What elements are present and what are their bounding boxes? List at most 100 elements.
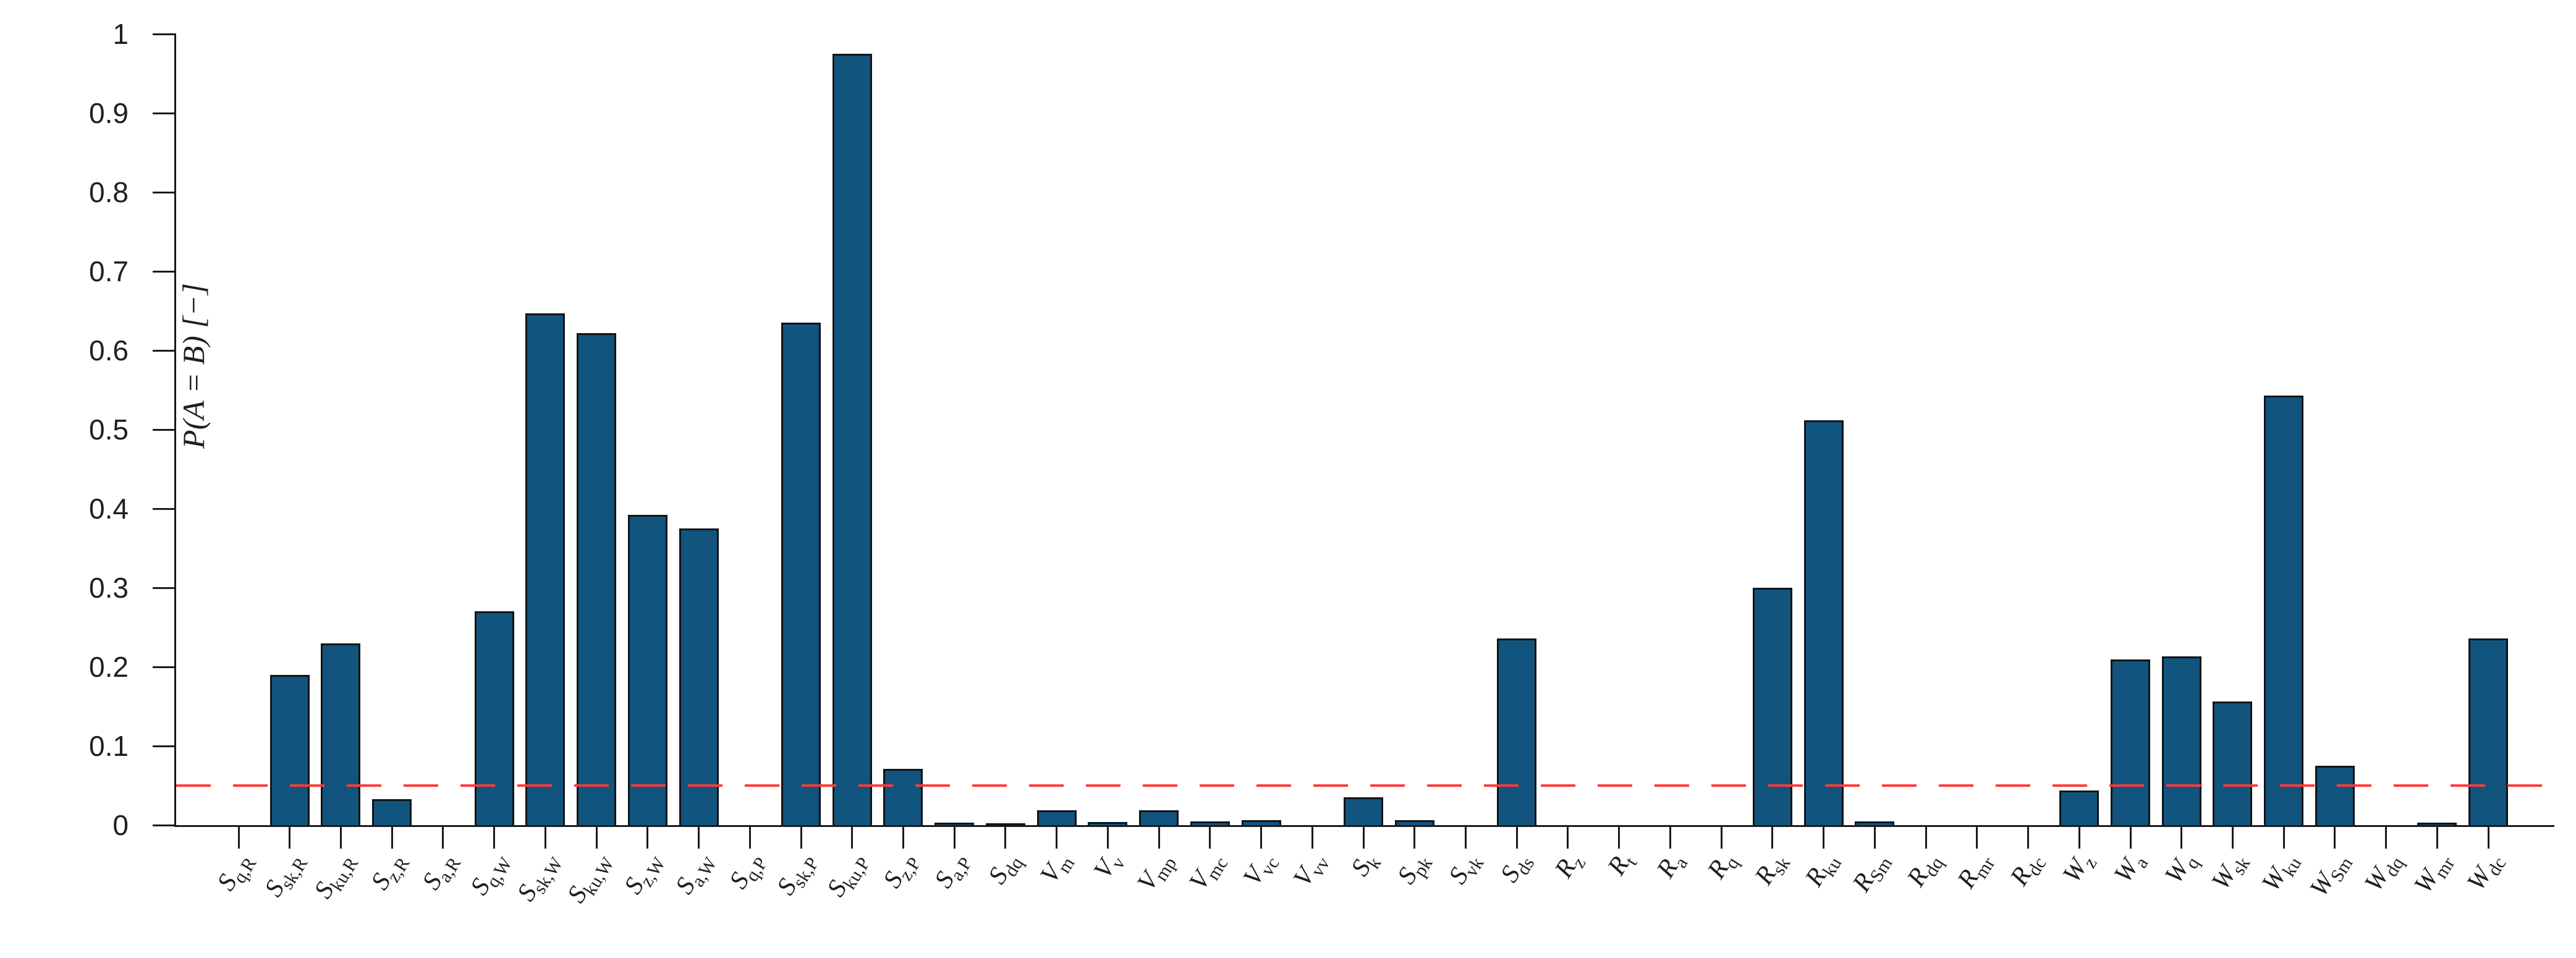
x-tick (698, 825, 700, 849)
x-tick (2078, 825, 2080, 849)
y-tick-label: 0.5 (89, 413, 129, 446)
bar (883, 769, 923, 825)
bar (679, 528, 719, 825)
x-tick (2334, 825, 2336, 849)
y-tick (153, 587, 176, 589)
x-tick (339, 825, 342, 849)
y-tick (153, 666, 176, 668)
x-tick (1260, 825, 1263, 849)
bar (1241, 820, 1281, 825)
x-tick (1720, 825, 1722, 849)
bar (1752, 588, 1792, 825)
bar (269, 674, 310, 825)
y-tick-label: 0.4 (89, 493, 129, 525)
bar (1036, 810, 1077, 825)
x-tick (748, 825, 751, 849)
y-tick (153, 428, 176, 431)
x-tick (1823, 825, 1825, 849)
x-tick (1669, 825, 1671, 849)
x-tick (1413, 825, 1416, 849)
bar (781, 323, 821, 825)
y-tick-label: 0.6 (89, 334, 129, 367)
x-tick (1158, 825, 1160, 849)
x-tick (442, 825, 444, 849)
x-tick (1106, 825, 1109, 849)
y-tick-label: 1 (112, 18, 129, 50)
bar (1088, 821, 1128, 825)
x-tick (595, 825, 598, 849)
y-tick (153, 824, 176, 826)
x-tick (953, 825, 955, 849)
x-tick (2180, 825, 2183, 849)
x-tick (1465, 825, 1467, 849)
x-tick (902, 825, 904, 849)
x-tick (237, 825, 240, 849)
x-tick (2027, 825, 2030, 849)
bar (1394, 820, 1434, 825)
y-tick (153, 349, 176, 352)
x-tick (391, 825, 393, 849)
x-tick (2129, 825, 2132, 849)
y-tick-label: 0.1 (89, 730, 129, 762)
bar (2468, 638, 2509, 825)
x-tick (2487, 825, 2489, 849)
bar (474, 611, 514, 825)
bar (2213, 702, 2253, 825)
bar (1803, 420, 1844, 825)
x-tick (2385, 825, 2387, 849)
x-tick (1362, 825, 1365, 849)
bar (2417, 823, 2457, 825)
x-tick (1056, 825, 1058, 849)
bar (832, 54, 872, 825)
x-tick (2282, 825, 2285, 849)
x-tick (1567, 825, 1569, 849)
y-tick-label: 0.3 (89, 572, 129, 604)
x-tick (1873, 825, 1876, 849)
y-tick-label: 0 (112, 809, 129, 841)
y-tick-label: 0.8 (89, 176, 129, 208)
bar (1139, 810, 1179, 825)
bar (627, 515, 667, 825)
x-tick (289, 825, 291, 849)
y-tick (153, 745, 176, 747)
x-tick (2231, 825, 2234, 849)
bar (2315, 766, 2355, 825)
bar (372, 799, 412, 825)
x-tick (493, 825, 496, 849)
y-tick (153, 507, 176, 510)
y-tick-label: 0.2 (89, 651, 129, 683)
bar (2264, 395, 2304, 825)
x-tick (1311, 825, 1313, 849)
y-tick-label: 0.9 (89, 97, 129, 129)
x-tick (646, 825, 649, 849)
x-tick (1925, 825, 1927, 849)
x-tick (1618, 825, 1621, 849)
bar (577, 333, 617, 825)
x-tick (1515, 825, 1518, 849)
bar (1855, 821, 1895, 825)
bar (321, 643, 361, 825)
x-tick (2436, 825, 2438, 849)
bar (2161, 656, 2201, 825)
x-tick (544, 825, 546, 849)
bar (1497, 638, 1537, 825)
bar (985, 823, 1025, 825)
x-tick (1976, 825, 1978, 849)
y-tick (153, 191, 176, 193)
threshold-dashed-line (176, 784, 2554, 787)
x-tick (1771, 825, 1774, 849)
x-tick (1209, 825, 1211, 849)
y-tick (153, 33, 176, 35)
y-tick (153, 270, 176, 273)
x-tick (800, 825, 802, 849)
bar (2111, 659, 2150, 825)
bar (1190, 821, 1230, 825)
y-tick (153, 112, 176, 114)
bar (934, 823, 975, 825)
x-tick (1004, 825, 1007, 849)
plot-area: P(A = B) [−] 0 0.1 0.2 0.3 0.4 0.5 0.6 0.7 0.8 0.… (89, 20, 2554, 908)
x-tick (851, 825, 854, 849)
y-axis-title: P(A = B) [−] (176, 283, 211, 449)
bar (2059, 790, 2099, 825)
